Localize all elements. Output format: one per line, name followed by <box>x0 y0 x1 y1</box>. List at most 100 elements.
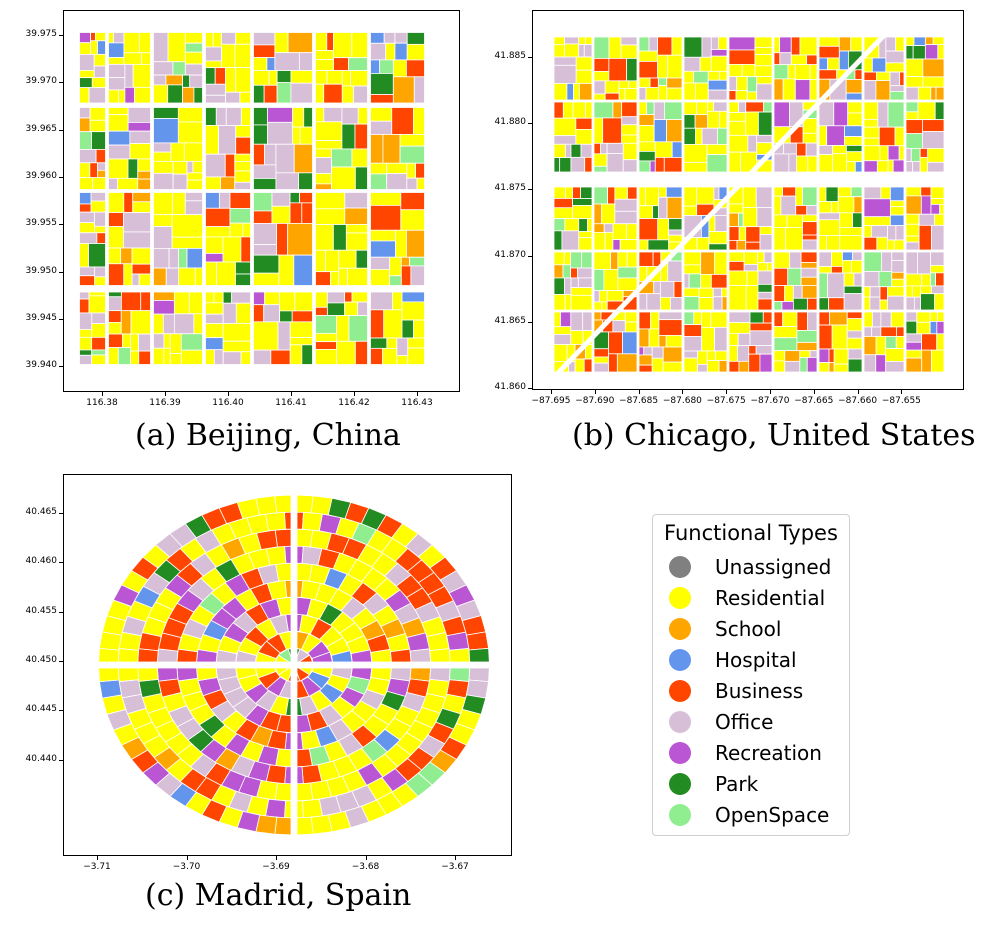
chicago-parcel <box>890 311 905 328</box>
beijing-parcel <box>90 192 106 202</box>
chicago-parcel <box>773 36 781 54</box>
chicago-parcel <box>895 36 905 52</box>
chicago-parcel <box>565 143 572 158</box>
beijing-parcel <box>350 70 368 87</box>
chicago-parcel <box>837 186 852 198</box>
chicago-parcel <box>728 76 738 92</box>
beijing-parcel <box>186 160 194 174</box>
beijing-map <box>77 32 429 365</box>
chicago-parcel <box>796 142 807 157</box>
x-tick-label: −87.675 <box>706 396 746 406</box>
beijing-parcel <box>396 337 409 356</box>
legend-label: Recreation <box>715 741 822 765</box>
chicago-parcel <box>879 145 889 162</box>
chicago-parcel <box>604 92 620 101</box>
chicago-parcel <box>853 196 863 214</box>
chicago-parcel <box>683 311 695 326</box>
beijing-parcel <box>91 349 106 356</box>
beijing-parcel <box>323 83 343 105</box>
x-tick-label: 116.38 <box>86 398 118 408</box>
beijing-parcel <box>347 267 368 286</box>
beijing-parcel <box>163 333 171 349</box>
beijing-parcel <box>253 107 268 126</box>
beijing-parcel <box>315 208 346 225</box>
beijing-parcel <box>108 192 125 213</box>
chicago-parcel <box>779 52 792 66</box>
beijing-parcel <box>406 32 425 45</box>
chicago-parcel <box>773 337 798 352</box>
chicago-parcel <box>773 360 786 373</box>
chicago-parcel <box>553 56 577 66</box>
beijing-parcel <box>177 121 203 144</box>
chicago-parcel <box>593 165 608 173</box>
x-tick-mark <box>228 392 229 396</box>
beijing-parcel <box>240 236 251 263</box>
chicago-parcel <box>581 251 593 269</box>
chicago-parcel <box>937 311 945 322</box>
chicago-parcel <box>887 145 900 161</box>
x-tick-label: 116.39 <box>149 398 181 408</box>
beijing-parcel <box>177 107 203 123</box>
beijing-parcel <box>153 248 170 269</box>
chicago-parcel <box>553 277 565 295</box>
beijing-parcel <box>108 333 123 348</box>
chicago-parcel <box>653 101 665 120</box>
chicago-parcel <box>697 364 708 373</box>
chicago-parcel <box>887 101 905 128</box>
beijing-parcel <box>138 32 151 54</box>
beijing-parcel <box>407 337 425 349</box>
chicago-parcel <box>788 153 797 173</box>
beijing-parcel <box>392 59 407 78</box>
beijing-parcel <box>271 205 291 224</box>
chicago-parcel <box>787 64 796 80</box>
chicago-parcel <box>796 330 818 343</box>
beijing-parcel <box>218 125 237 155</box>
chicago-parcel <box>754 46 773 55</box>
y-tick-label: 39.965 <box>25 123 58 134</box>
beijing-parcel <box>357 301 368 316</box>
beijing-parcel <box>370 192 402 206</box>
chicago-parcel <box>667 54 683 79</box>
chicago-parcel <box>645 87 659 101</box>
beijing-parcel <box>341 107 359 125</box>
beijing-parcel <box>94 225 106 234</box>
chicago-map <box>553 24 945 375</box>
chicago-parcel <box>749 330 773 347</box>
chicago-parcel <box>845 161 856 173</box>
y-tick-mark <box>59 35 63 36</box>
beijing-parcel <box>153 313 164 335</box>
chicago-parcel <box>553 251 565 266</box>
chicago-parcel <box>745 241 761 251</box>
beijing-parcel <box>173 313 195 335</box>
chicago-parcel <box>553 143 566 158</box>
chicago-parcel <box>757 298 773 311</box>
chicago-parcel <box>695 127 703 145</box>
x-tick-label: −87.690 <box>575 396 615 406</box>
chicago-parcel <box>818 266 832 274</box>
chicago-parcel <box>718 360 728 373</box>
y-tick-mark <box>59 176 63 178</box>
y-tick-mark <box>59 513 63 514</box>
chicago-parcel <box>889 206 905 216</box>
beijing-parcel <box>315 332 337 343</box>
chicago-parcel <box>696 186 715 205</box>
chicago-parcel <box>869 286 881 298</box>
chicago-parcel <box>728 49 756 65</box>
chicago-parcel <box>918 224 932 251</box>
chicago-parcel <box>924 36 934 45</box>
chicago-parcel <box>593 153 608 167</box>
beijing-parcel <box>253 244 277 256</box>
beijing-parcel <box>216 261 236 286</box>
beijing-parcel <box>108 296 122 312</box>
chicago-parcel <box>616 353 638 373</box>
beijing-parcel <box>168 248 179 269</box>
beijing-parcel <box>253 272 280 286</box>
chicago-parcel <box>920 186 932 197</box>
beijing-parcel <box>172 160 188 175</box>
beijing-parcel <box>108 107 129 116</box>
chicago-parcel <box>843 293 863 311</box>
chicago-parcel <box>875 80 891 101</box>
y-tick-mark <box>59 366 63 368</box>
chicago-parcel <box>930 86 937 101</box>
chicago-parcel <box>910 148 921 162</box>
